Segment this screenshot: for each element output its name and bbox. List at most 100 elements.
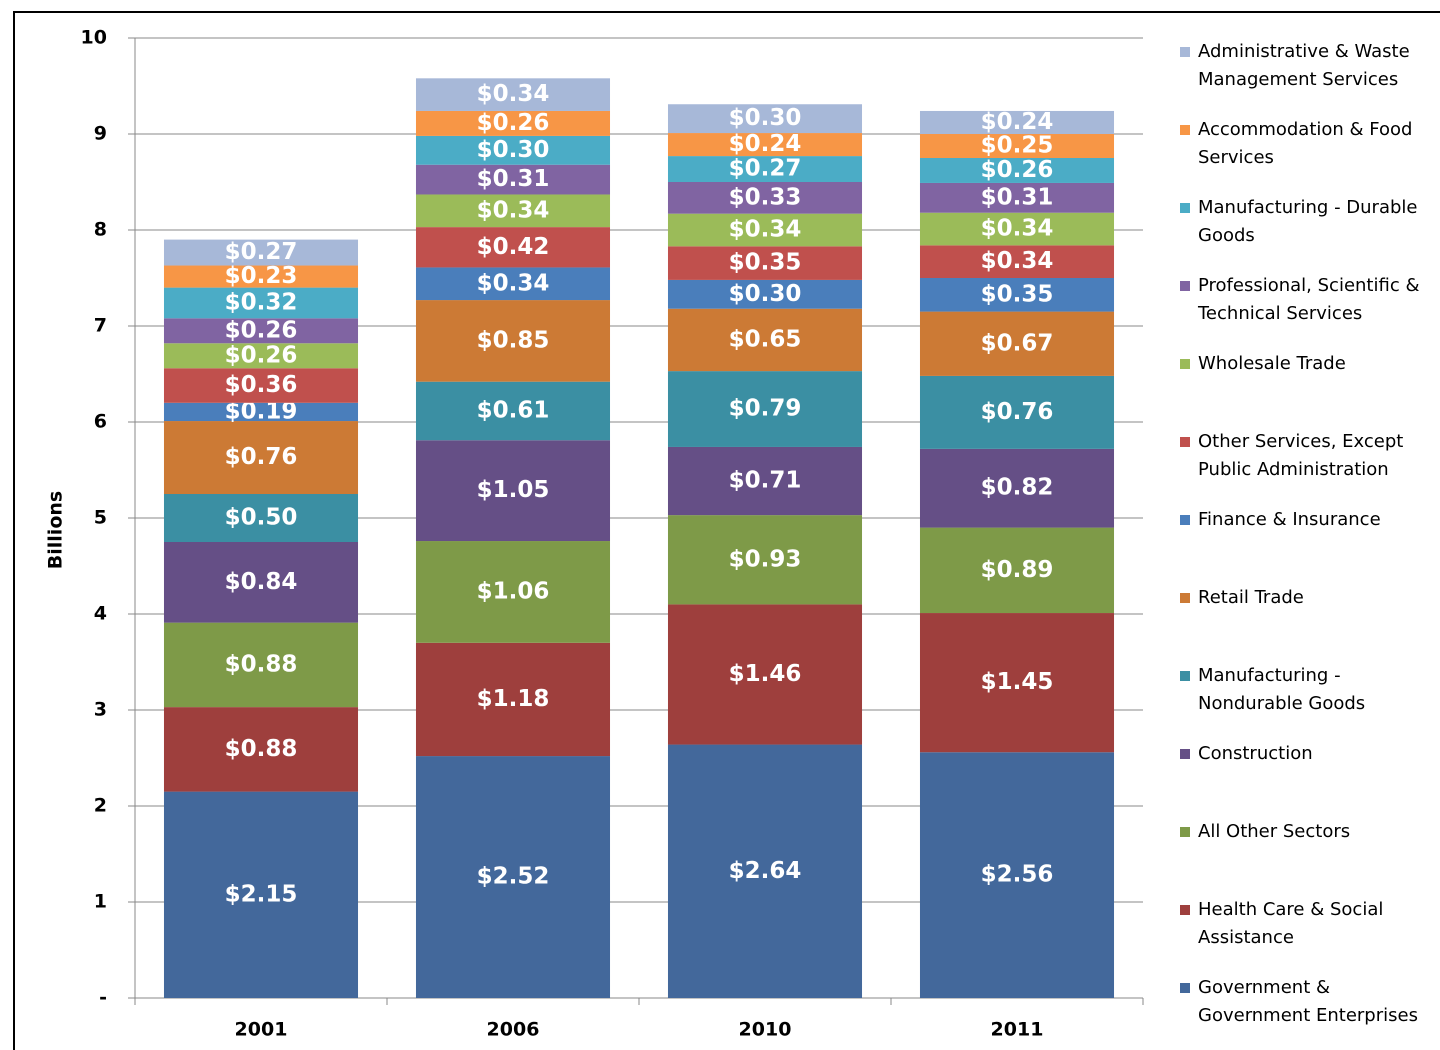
legend-swatch xyxy=(1180,515,1190,525)
legend-swatch xyxy=(1180,203,1190,213)
legend-swatch xyxy=(1180,125,1190,135)
legend-label: Manufacturing - Nondurable Goods xyxy=(1198,665,1366,714)
y-tick-label: 2 xyxy=(94,795,107,817)
legend-label: Wholesale Trade xyxy=(1198,353,1346,374)
value-label: $0.34 xyxy=(477,81,550,107)
bar-segment xyxy=(415,541,611,643)
value-label: $2.56 xyxy=(981,862,1054,888)
value-label: $1.45 xyxy=(981,669,1054,695)
value-label: $0.35 xyxy=(981,281,1054,307)
bar-segment xyxy=(919,110,1115,134)
legend-label: Other Services, Except Public Administra… xyxy=(1198,431,1404,480)
y-tick-label: 1 xyxy=(94,891,107,913)
value-label: $1.18 xyxy=(477,686,550,712)
bar-segment xyxy=(919,448,1115,528)
bar-segment xyxy=(667,308,863,372)
legend-label: Accommodation & Food Services xyxy=(1198,119,1413,168)
bar-segment xyxy=(919,613,1115,753)
bar-segment xyxy=(919,158,1115,183)
bar-segment xyxy=(667,156,863,182)
legend-label: Professional, Scientific & Technical Ser… xyxy=(1198,275,1420,324)
bar-segment xyxy=(667,371,863,447)
bar-segment xyxy=(163,542,359,623)
value-label: $0.67 xyxy=(981,330,1054,356)
bar-segment xyxy=(163,318,359,344)
bar-segment xyxy=(415,135,611,165)
legend-label: Manufacturing - Durable Goods xyxy=(1198,197,1418,246)
value-label: $0.88 xyxy=(225,651,298,677)
value-label: $0.24 xyxy=(981,109,1054,135)
bar-segment xyxy=(163,265,359,288)
bar-segment xyxy=(163,494,359,542)
value-label: $0.34 xyxy=(981,248,1054,274)
legend-label: Retail Trade xyxy=(1198,587,1304,608)
legend-swatch xyxy=(1180,281,1190,291)
value-label: $0.71 xyxy=(729,468,802,494)
value-label: $0.30 xyxy=(729,105,802,131)
y-tick-label: 7 xyxy=(94,315,107,337)
y-tick-label: 8 xyxy=(94,219,107,241)
value-label: $0.85 xyxy=(477,327,550,353)
value-label: $0.93 xyxy=(729,546,802,572)
value-label: $0.25 xyxy=(981,133,1054,159)
bar-segment xyxy=(667,604,863,745)
legend-label: Health Care & Social Assistance xyxy=(1198,899,1384,948)
legend-swatch xyxy=(1180,671,1190,681)
value-label: $0.88 xyxy=(225,736,298,762)
bar-segment xyxy=(415,440,611,542)
bar-segment xyxy=(919,527,1115,614)
legend-label: Government & Government Enterprises xyxy=(1198,977,1418,1026)
bar-segment xyxy=(415,164,611,195)
bar-segment xyxy=(415,381,611,441)
value-label: $0.36 xyxy=(225,372,298,398)
x-tick-label: 2001 xyxy=(235,1019,288,1041)
legend-swatch xyxy=(1180,749,1190,759)
bar-segment xyxy=(415,300,611,382)
bar-segment xyxy=(919,212,1115,246)
bar-segment xyxy=(667,182,863,214)
legend-label: Administrative & Waste Management Servic… xyxy=(1198,41,1410,90)
legend-label: All Other Sectors xyxy=(1198,821,1351,842)
bar-segment xyxy=(667,246,863,280)
y-axis-label: Billions xyxy=(45,491,67,569)
value-label: $0.26 xyxy=(225,317,298,343)
bar-segment xyxy=(415,642,611,757)
bar-segment xyxy=(919,311,1115,376)
legend-swatch xyxy=(1180,47,1190,57)
y-tick-label: 4 xyxy=(94,603,107,625)
bar-segment xyxy=(919,134,1115,158)
bar-segment xyxy=(667,279,863,309)
value-label: $0.61 xyxy=(477,397,550,423)
legend-swatch xyxy=(1180,905,1190,915)
bar-segment xyxy=(919,245,1115,278)
legend-swatch xyxy=(1180,359,1190,369)
value-label: $1.06 xyxy=(477,578,550,604)
value-label: $0.84 xyxy=(225,569,298,595)
bar-segment xyxy=(163,368,359,403)
x-tick-label: 2011 xyxy=(991,1019,1044,1041)
bar-segment xyxy=(163,239,359,266)
value-label: $0.89 xyxy=(981,557,1054,583)
bar-segment xyxy=(163,707,359,792)
legend-label: Construction xyxy=(1198,743,1313,764)
value-label: $0.26 xyxy=(225,342,298,368)
bar-segment xyxy=(415,78,611,111)
value-label: $0.23 xyxy=(225,263,298,289)
bar-segment xyxy=(163,287,359,319)
frame xyxy=(13,11,1440,1050)
value-label: $0.32 xyxy=(225,289,298,315)
y-tick-label: 5 xyxy=(94,507,107,529)
value-label: $1.05 xyxy=(477,477,550,503)
value-label: $0.26 xyxy=(477,110,550,136)
value-label: $0.24 xyxy=(729,131,802,157)
legend-label: Finance & Insurance xyxy=(1198,509,1381,530)
value-label: $2.15 xyxy=(225,881,298,907)
legend-swatch xyxy=(1180,983,1190,993)
x-tick-label: 2010 xyxy=(739,1019,792,1041)
x-tick-label: 2006 xyxy=(487,1019,540,1041)
value-label: $0.30 xyxy=(729,281,802,307)
legend-swatch xyxy=(1180,827,1190,837)
value-label: $2.64 xyxy=(729,858,802,884)
bar-segment xyxy=(163,622,359,708)
